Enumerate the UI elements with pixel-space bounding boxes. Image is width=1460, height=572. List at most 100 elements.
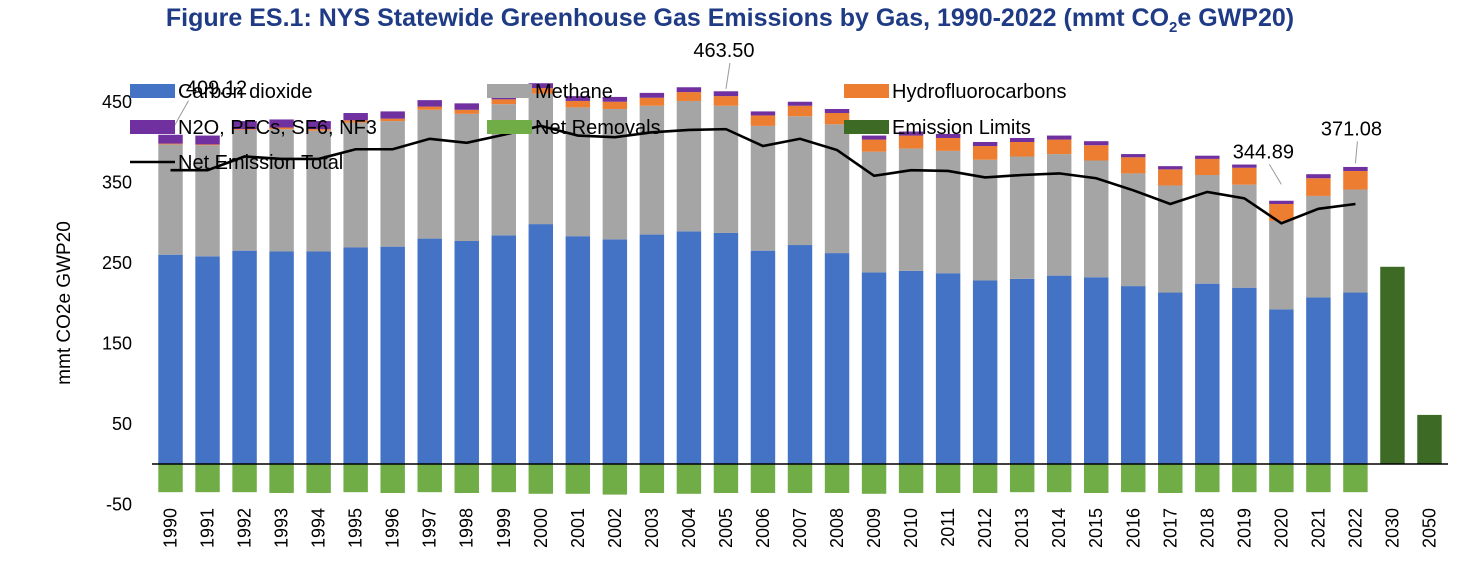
bar-methane-2003 xyxy=(639,105,665,235)
bar-n2o-pfcs-sf6-nf3-2002 xyxy=(602,96,628,102)
bar-net-removals-2002 xyxy=(602,464,628,495)
y-tick-label: 350 xyxy=(102,172,132,192)
bar-n2o-pfcs-sf6-nf3-1994 xyxy=(306,121,331,130)
bar-n2o-pfcs-sf6-nf3-2001 xyxy=(565,96,591,101)
y-tick-label: -50 xyxy=(106,494,132,514)
bar-hydrofluorocarbons-1992 xyxy=(232,129,257,130)
legend-label-hydrofluorocarbons: Hydrofluorocarbons xyxy=(892,81,1067,103)
bar-carbon-dioxide-2015 xyxy=(1084,277,1109,464)
legend-swatch-net-removals xyxy=(487,120,532,134)
bar-n2o-pfcs-sf6-nf3-2009 xyxy=(861,135,887,140)
bar-net-removals-2013 xyxy=(1009,464,1035,493)
bar-hydrofluorocarbons-1994 xyxy=(306,129,331,131)
legend-label-carbon-dioxide: Carbon dioxide xyxy=(178,81,313,103)
bar-net-removals-2007 xyxy=(787,464,813,493)
bar-hydrofluorocarbons-2013 xyxy=(1009,142,1035,157)
bar-net-removals-2011 xyxy=(935,464,961,493)
x-tick-label: 1992 xyxy=(235,508,255,548)
x-tick-label: 2016 xyxy=(1123,508,1143,548)
bar-carbon-dioxide-1993 xyxy=(269,251,294,464)
bar-n2o-pfcs-sf6-nf3-2013 xyxy=(1009,137,1035,142)
bar-n2o-pfcs-sf6-nf3-1991 xyxy=(195,135,220,145)
bar-hydrofluorocarbons-2019 xyxy=(1232,167,1257,185)
bar-methane-2002 xyxy=(602,108,628,240)
legend-swatch-emission-limits xyxy=(844,120,889,134)
x-tick-label: 2000 xyxy=(531,508,551,548)
bar-n2o-pfcs-sf6-nf3-2005 xyxy=(713,91,739,97)
bar-n2o-pfcs-sf6-nf3-2017 xyxy=(1158,166,1183,170)
bar-net-removals-2009 xyxy=(861,464,887,494)
bar-hydrofluorocarbons-2020 xyxy=(1269,203,1294,221)
bar-carbon-dioxide-2005 xyxy=(713,232,739,464)
x-tick-label: 2013 xyxy=(1012,508,1032,548)
bar-net-removals-2022 xyxy=(1343,464,1368,493)
bar-n2o-pfcs-sf6-nf3-2012 xyxy=(972,142,998,147)
annotation-label-2022: 371.08 xyxy=(1321,118,1382,140)
bar-n2o-pfcs-sf6-nf3-1995 xyxy=(343,113,368,121)
bar-methane-2008 xyxy=(824,124,850,254)
bar-methane-1998 xyxy=(454,113,479,242)
x-tick-label: 2015 xyxy=(1086,508,1106,548)
bar-n2o-pfcs-sf6-nf3-2007 xyxy=(787,101,813,106)
bar-net-removals-1999 xyxy=(491,464,516,493)
bar-methane-1992 xyxy=(232,129,257,251)
bar-net-removals-2004 xyxy=(676,464,702,494)
bar-net-removals-1993 xyxy=(269,464,294,493)
x-tick-label: 1997 xyxy=(420,508,440,548)
legend-label-net-removals: Net Removals xyxy=(535,117,661,139)
bar-n2o-pfcs-sf6-nf3-2011 xyxy=(935,133,961,138)
bar-carbon-dioxide-2019 xyxy=(1232,287,1257,464)
legend-label-emission-limits: Emission Limits xyxy=(892,117,1031,139)
x-tick-label: 1998 xyxy=(457,508,477,548)
bar-methane-1993 xyxy=(269,129,294,252)
x-tick-label: 2009 xyxy=(864,508,884,548)
bar-carbon-dioxide-1998 xyxy=(454,241,479,464)
bar-carbon-dioxide-1997 xyxy=(417,238,442,464)
y-tick-label: 50 xyxy=(112,414,132,434)
bar-methane-2004 xyxy=(676,100,702,232)
bar-carbon-dioxide-2010 xyxy=(898,270,924,464)
bar-n2o-pfcs-sf6-nf3-1996 xyxy=(380,111,405,119)
bar-net-removals-2000 xyxy=(528,464,554,494)
bar-net-removals-1998 xyxy=(454,464,479,493)
bar-carbon-dioxide-2012 xyxy=(972,280,998,464)
page-title: Figure ES.1: NYS Statewide Greenhouse Ga… xyxy=(165,4,1295,36)
bar-hydrofluorocarbons-2021 xyxy=(1306,178,1331,196)
bar-methane-1991 xyxy=(195,145,220,257)
bar-hydrofluorocarbons-2014 xyxy=(1046,139,1072,155)
bar-carbon-dioxide-1990 xyxy=(158,254,183,464)
bar-n2o-pfcs-sf6-nf3-2000 xyxy=(528,83,554,89)
legend-label-n2o-pfcs-sf6-nf3: N2O, PFCs, SF6, NF3 xyxy=(178,117,377,139)
bar-carbon-dioxide-1995 xyxy=(343,247,368,464)
x-tick-label: 2018 xyxy=(1197,508,1217,548)
bar-carbon-dioxide-2020 xyxy=(1269,309,1294,464)
y-tick-label: 450 xyxy=(102,92,132,112)
bar-net-removals-2008 xyxy=(824,464,850,493)
bar-methane-2010 xyxy=(898,148,924,271)
bar-net-removals-2018 xyxy=(1195,464,1220,493)
bar-hydrofluorocarbons-1997 xyxy=(417,106,442,110)
bar-hydrofluorocarbons-1990 xyxy=(158,143,183,145)
bar-hydrofluorocarbons-1993 xyxy=(269,127,294,130)
bar-n2o-pfcs-sf6-nf3-2004 xyxy=(676,87,702,93)
bar-hydrofluorocarbons-2009 xyxy=(861,139,887,152)
x-tick-label: 2003 xyxy=(642,508,662,548)
bar-hydrofluorocarbons-2008 xyxy=(824,113,850,125)
annotation-label-2005: 463.50 xyxy=(693,40,754,62)
bar-hydrofluorocarbons-1998 xyxy=(454,109,479,114)
bar-carbon-dioxide-2018 xyxy=(1195,283,1220,464)
bar-hydrofluorocarbons-2004 xyxy=(676,92,702,101)
bar-methane-2020 xyxy=(1269,220,1294,310)
bar-methane-2007 xyxy=(787,116,813,246)
x-tick-label: 2017 xyxy=(1160,508,1180,548)
x-tick-label: 2050 xyxy=(1419,508,1439,548)
bar-n2o-pfcs-sf6-nf3-2018 xyxy=(1195,155,1220,159)
bar-carbon-dioxide-2000 xyxy=(528,224,554,464)
bar-hydrofluorocarbons-2000 xyxy=(528,88,554,94)
bar-carbon-dioxide-2008 xyxy=(824,253,850,464)
bar-net-removals-1992 xyxy=(232,464,257,493)
bar-net-removals-2016 xyxy=(1121,464,1146,493)
bar-net-removals-2003 xyxy=(639,464,665,493)
bar-methane-1997 xyxy=(417,109,442,239)
bar-n2o-pfcs-sf6-nf3-2022 xyxy=(1343,166,1368,171)
